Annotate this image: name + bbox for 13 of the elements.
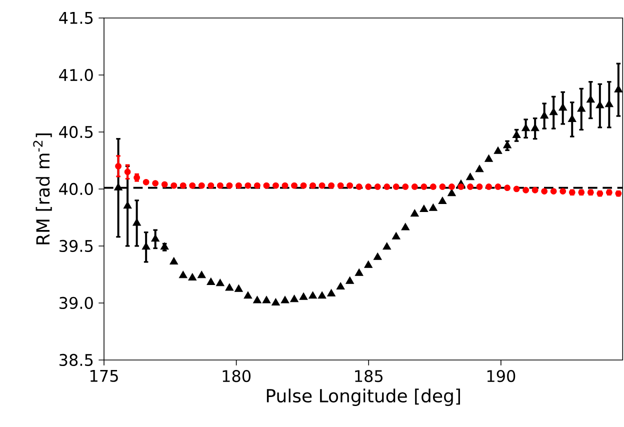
y-tick-label: 41.0 (59, 68, 93, 82)
x-tick-label: 175 (90, 370, 118, 382)
x-tick-label: 185 (355, 370, 382, 382)
y-tick-label: 39.0 (60, 296, 93, 310)
y-tick-label: 38.5 (60, 354, 93, 366)
x-tick-label: 190 (487, 370, 516, 382)
y-tick-label: 40.0 (59, 182, 93, 196)
x-tick-label: 180 (222, 370, 251, 382)
y-tick-label: 40.5 (59, 126, 93, 138)
x-axis-title: Pulse Longitude [deg] (266, 388, 460, 406)
y-axis-title: RM [rad m$^{-2}$] (33, 133, 52, 244)
y-tick-label: 41.5 (59, 12, 93, 24)
y-tick-label: 39.5 (60, 240, 93, 252)
